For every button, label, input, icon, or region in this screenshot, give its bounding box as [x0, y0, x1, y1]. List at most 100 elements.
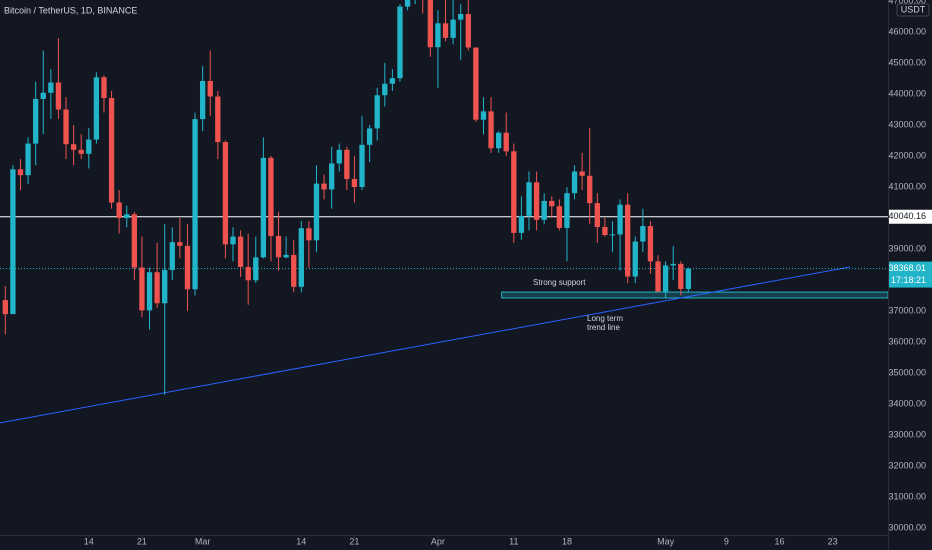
- candle-body: [139, 267, 145, 311]
- candle-body: [450, 19, 456, 38]
- candle-body: [48, 82, 54, 93]
- candle-body: [260, 157, 267, 258]
- y-tick-label: 30000.00: [888, 522, 926, 532]
- y-tick-label: 45000.00: [888, 57, 926, 67]
- candle-body: [55, 82, 62, 110]
- y-tick-label: 43000.00: [888, 119, 926, 129]
- candle-body: [374, 95, 380, 129]
- candle-body: [404, 0, 411, 7]
- candle-body: [549, 200, 555, 207]
- candle-body: [473, 47, 479, 120]
- candle-body: [602, 226, 608, 236]
- candle-body: [329, 163, 335, 190]
- candle-body: [184, 245, 191, 290]
- candle-body: [617, 204, 623, 235]
- candle-body: [230, 236, 236, 245]
- y-tick-label: 47000.00: [888, 0, 926, 5]
- candle-body: [199, 80, 206, 120]
- countdown-label: 17:18:21: [891, 275, 926, 285]
- y-tick-label: 33000.00: [888, 429, 926, 439]
- y-tick-label: 34000.00: [888, 398, 926, 408]
- y-tick-label: 31000.00: [888, 491, 926, 501]
- y-tick-label: 39000.00: [888, 243, 926, 253]
- candle-body: [283, 254, 289, 258]
- candle-body: [40, 92, 46, 99]
- annotation: Strong support: [533, 278, 586, 287]
- candle-body: [351, 178, 358, 187]
- candle-body: [86, 139, 92, 154]
- x-tick-label: May: [657, 536, 675, 546]
- y-tick-label: 35000.00: [888, 367, 926, 377]
- candle-body: [207, 80, 213, 97]
- candle-body: [526, 182, 532, 216]
- candle-body: [306, 228, 312, 241]
- candle-body: [556, 206, 563, 228]
- candle-body: [480, 111, 487, 120]
- y-tick-label: 37000.00: [888, 305, 926, 315]
- candle-body: [63, 109, 69, 145]
- currency-label: USDT: [901, 4, 926, 14]
- candle-body: [253, 257, 259, 281]
- candle-body: [124, 214, 130, 218]
- candle-body: [78, 149, 84, 154]
- candle-body: [298, 228, 304, 287]
- candle-body: [435, 23, 441, 48]
- x-tick-label: Apr: [431, 536, 445, 546]
- candle-body: [336, 149, 342, 164]
- candle-body: [93, 77, 100, 140]
- y-tick-label: 42000.00: [888, 150, 926, 160]
- candle-body: [625, 204, 631, 277]
- candle-body: [33, 98, 39, 144]
- candle-body: [313, 183, 320, 241]
- candle-body: [564, 193, 570, 228]
- candle-body: [2, 300, 8, 315]
- candle-body: [662, 265, 669, 292]
- candle-body: [632, 241, 638, 277]
- candle-body: [685, 268, 692, 289]
- x-tick-label: 14: [84, 536, 94, 546]
- candle-body: [131, 214, 137, 268]
- candle-body: [116, 202, 122, 218]
- x-tick-label: 11: [509, 536, 518, 546]
- candle-body: [397, 6, 403, 79]
- x-tick-label: Mar: [195, 536, 211, 546]
- candle-body: [70, 144, 77, 150]
- trend-line: [0, 266, 851, 424]
- candle-body: [495, 132, 502, 149]
- candle-body: [647, 226, 654, 262]
- currency-box: [896, 3, 930, 17]
- candle-body: [344, 149, 350, 179]
- y-tick-label: 32000.00: [888, 460, 926, 470]
- candle-body: [275, 235, 282, 258]
- candle-body: [169, 242, 175, 271]
- annotation: trend line: [587, 323, 620, 332]
- x-tick-label: 21: [349, 536, 359, 546]
- level-label: 40040.16: [888, 211, 926, 221]
- candle-body: [25, 143, 31, 176]
- candle-body: [245, 266, 251, 281]
- candle-body: [458, 14, 464, 20]
- candle-body: [366, 128, 373, 145]
- candle-body: [237, 236, 244, 267]
- last-price-box: [889, 261, 932, 288]
- candle-body: [359, 144, 365, 187]
- candle-body: [655, 261, 661, 292]
- x-tick-label: 14: [296, 536, 306, 546]
- candle-body: [670, 263, 676, 266]
- x-tick-label: 18: [562, 536, 572, 546]
- candle-body: [389, 78, 396, 84]
- candle-body: [222, 142, 229, 245]
- candle-body: [541, 200, 547, 220]
- x-tick-label: 16: [774, 536, 784, 546]
- candle-body: [17, 169, 24, 176]
- candle-body: [465, 14, 471, 48]
- candle-body: [10, 169, 16, 315]
- y-tick-label: 44000.00: [888, 88, 926, 98]
- level-label-box: [889, 209, 932, 224]
- candle-body: [154, 272, 160, 304]
- x-tick-label: 9: [724, 536, 729, 546]
- candle-body: [609, 234, 616, 236]
- candle-body: [488, 111, 494, 149]
- candle-body: [571, 171, 578, 194]
